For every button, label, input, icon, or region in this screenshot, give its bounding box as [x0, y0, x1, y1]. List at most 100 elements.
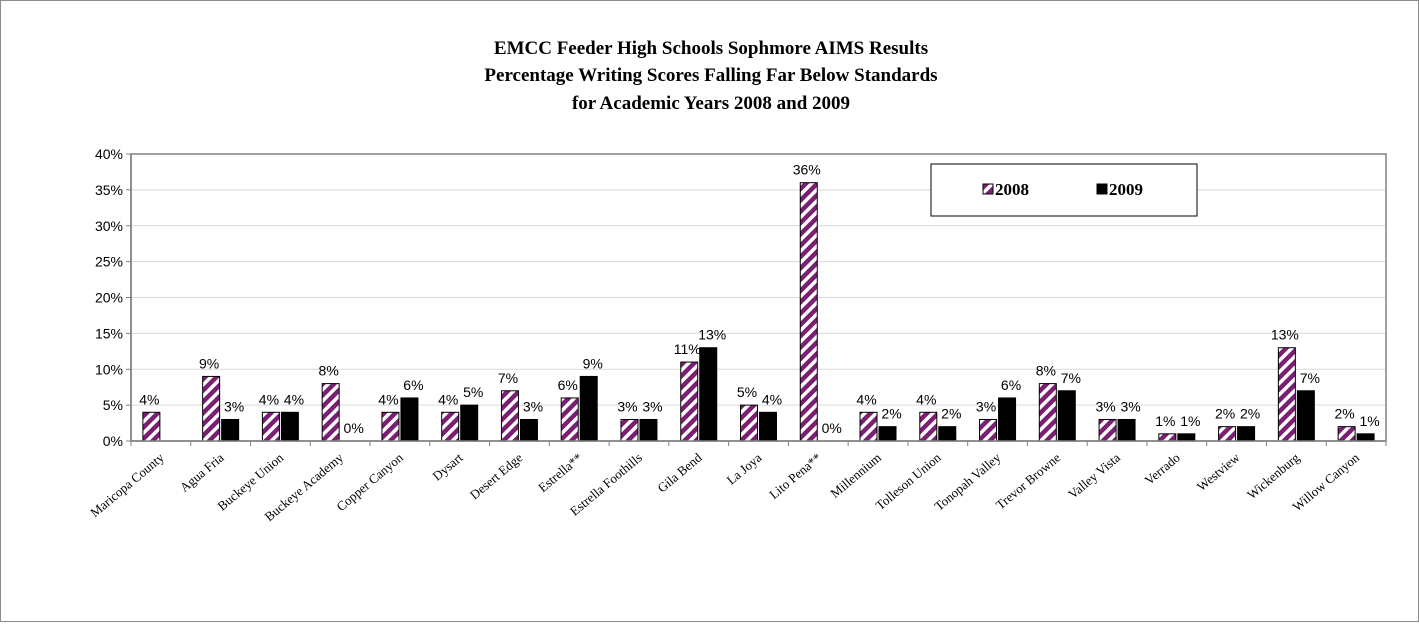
data-label-2008: 3%	[1095, 398, 1115, 414]
category-label: Tonopah Valley	[931, 449, 1003, 513]
category-label: Maricopa County	[87, 449, 167, 520]
data-label-2009: 2%	[881, 406, 901, 422]
data-label-2009: 1%	[1180, 413, 1200, 429]
bar-2008	[202, 375, 221, 442]
bar-2009	[1117, 418, 1136, 442]
bar-2009	[579, 375, 598, 442]
chart-title-line-2: Percentage Writing Scores Falling Far Be…	[484, 65, 937, 86]
y-tick-label: 15%	[95, 325, 123, 341]
legend-label-2008: 2008	[995, 180, 1029, 199]
category-label: Lito Pena**	[766, 450, 824, 502]
category-label: Trevor Browne	[993, 450, 1064, 513]
data-label-2008: 11%	[674, 341, 701, 357]
data-label-2009: 7%	[1061, 370, 1081, 386]
y-tick-label: 40%	[95, 146, 123, 162]
bar-2008	[799, 182, 818, 442]
bar-2009	[1356, 433, 1375, 442]
y-tick-label: 30%	[95, 218, 123, 234]
y-tick-label: 35%	[95, 182, 123, 198]
data-label-2008: 2%	[1215, 406, 1235, 422]
bar-2008	[740, 404, 758, 442]
data-label-2008: 36%	[793, 162, 821, 178]
category-label: Millennium	[827, 450, 884, 501]
bar-2008	[1098, 418, 1117, 442]
y-tick-label: 0%	[103, 433, 123, 449]
data-label-2008: 3%	[976, 398, 996, 414]
y-tick-label: 10%	[95, 361, 123, 377]
data-label-2008: 7%	[498, 370, 518, 386]
bar-2009	[878, 426, 897, 442]
data-label-2008: 4%	[916, 391, 936, 407]
data-label-2008: 5%	[737, 384, 757, 400]
data-label-2009: 4%	[762, 391, 782, 407]
legend-box	[930, 163, 1198, 217]
bar-2009	[460, 404, 479, 442]
data-label-2008: 2%	[1335, 406, 1355, 422]
y-tick-label: 5%	[103, 397, 123, 413]
legend: 2008 2009	[930, 163, 1198, 217]
bars	[142, 182, 1375, 442]
bar-2008	[1038, 383, 1057, 442]
category-label: La Joya	[724, 450, 765, 488]
bar-2008	[620, 418, 639, 442]
data-label-2009: 7%	[1300, 370, 1320, 386]
data-label-2008: 9%	[199, 355, 219, 371]
category-label: Agua Fria	[177, 450, 227, 495]
bar-2009	[699, 347, 718, 442]
data-label-2008: 13%	[1271, 327, 1299, 343]
data-label-2009: 6%	[403, 377, 423, 393]
legend-swatch-2008	[982, 183, 994, 195]
bar-2009	[519, 418, 538, 442]
data-label-2008: 4%	[856, 391, 876, 407]
bar-2008	[919, 411, 938, 442]
data-label-2008: 4%	[438, 391, 458, 407]
bar-2009	[938, 426, 957, 442]
y-tick-label: 25%	[95, 254, 123, 270]
data-label-2008: 8%	[319, 363, 339, 379]
data-labels: 4%9%3% 4% 4%8%0%4%6%4% 5%7%3%6%9%3% 3%11%13%…	[139, 162, 1379, 436]
data-label-2009: 3%	[523, 398, 543, 414]
data-label-2009: 6%	[1001, 377, 1021, 393]
legend-swatch-2009	[1096, 183, 1108, 195]
data-label-2008: 4%	[378, 391, 398, 407]
bar-2008	[261, 411, 280, 442]
data-label-2009: 2%	[1240, 406, 1260, 422]
data-label-2009: 2%	[941, 406, 961, 422]
data-label-2008: 6%	[558, 377, 578, 393]
y-tick-label: 20%	[95, 290, 123, 306]
bar-2009	[639, 418, 658, 442]
legend-label-2009: 2009	[1109, 180, 1143, 199]
data-label-2009: 4%	[284, 391, 304, 407]
data-label-2009: 9%	[583, 355, 603, 371]
data-label-2009: 3%	[224, 398, 244, 414]
y-axis: 0% 5% 10% 15% 20% 25% 30% 35% 40%	[95, 146, 132, 449]
category-label: Dysart	[429, 450, 465, 484]
data-label-2009: 0%	[344, 420, 364, 436]
bar-2008	[1337, 426, 1356, 442]
category-label: Westview	[1194, 449, 1243, 494]
bar-2008	[381, 411, 400, 442]
bar-2009	[280, 411, 299, 442]
chart-title-group: EMCC Feeder High Schools Sophmore AIMS R…	[484, 38, 937, 114]
bar-2008	[1277, 347, 1296, 442]
bar-2009	[1057, 390, 1076, 442]
category-label: Copper Canyon	[333, 449, 406, 513]
bar-2008	[441, 411, 460, 442]
chart-title-line-1: EMCC Feeder High Schools Sophmore AIMS R…	[494, 38, 928, 59]
bar-2008	[1158, 433, 1177, 442]
bar-2008	[680, 361, 699, 442]
category-label: Wickenburg	[1244, 449, 1303, 502]
data-label-2009: 0%	[822, 420, 842, 436]
data-label-2008: 4%	[139, 391, 159, 407]
data-label-2009: 5%	[463, 384, 483, 400]
data-label-2009: 13%	[698, 327, 726, 343]
bar-2009	[221, 418, 240, 442]
data-label-2009: 3%	[642, 398, 662, 414]
bar-2008	[1218, 426, 1237, 442]
bar-2008	[859, 411, 878, 442]
category-label: Valley Vista	[1065, 450, 1123, 502]
bar-2008	[142, 411, 161, 442]
